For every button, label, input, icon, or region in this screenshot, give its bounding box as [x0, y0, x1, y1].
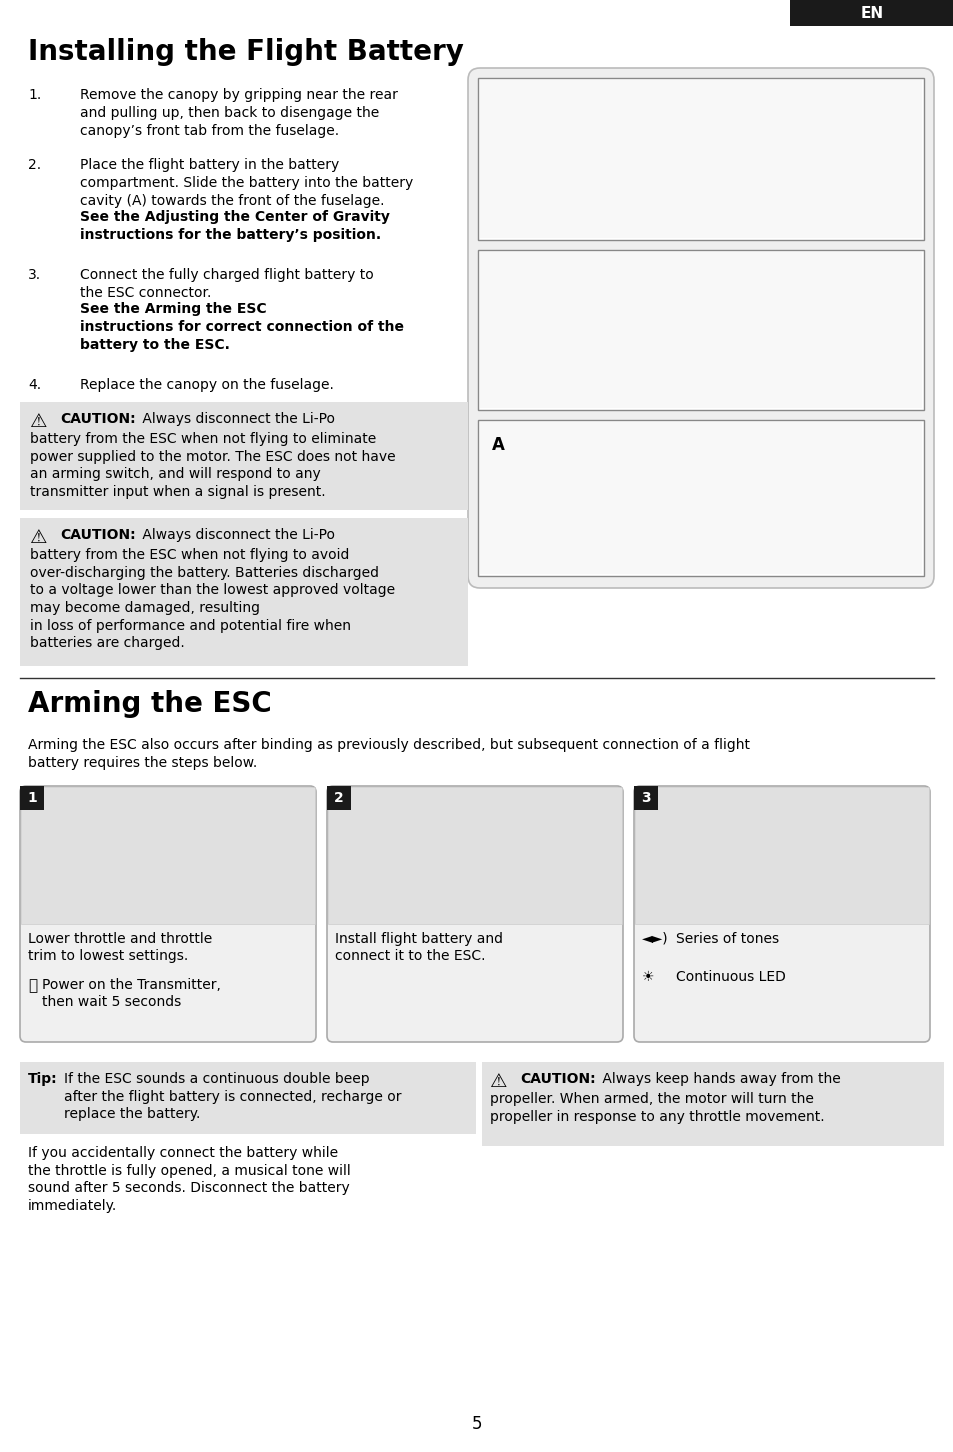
Bar	[328, 787, 621, 923]
Text: Place the flight battery in the battery
compartment. Slide the battery into the : Place the flight battery in the battery …	[80, 158, 413, 208]
Text: Series of tones: Series of tones	[676, 932, 779, 947]
Bar	[635, 787, 928, 923]
FancyBboxPatch shape	[468, 68, 933, 588]
Text: Continuous LED: Continuous LED	[676, 970, 785, 984]
Bar	[479, 423, 921, 574]
Text: CAUTION:: CAUTION:	[60, 529, 135, 542]
Text: CAUTION:: CAUTION:	[519, 1072, 595, 1086]
Text: Arming the ESC: Arming the ESC	[28, 690, 272, 717]
Text: 2.: 2.	[28, 158, 41, 171]
Text: Arming the ESC also occurs after binding as previously described, but subsequent: Arming the ESC also occurs after binding…	[28, 738, 749, 770]
Text: If you accidentally connect the battery while
the throttle is fully opened, a mu: If you accidentally connect the battery …	[28, 1146, 351, 1212]
Text: 1: 1	[27, 791, 37, 804]
Text: Connect the fully charged flight battery to
the ESC connector.: Connect the fully charged flight battery…	[80, 269, 374, 301]
Bar	[20, 1061, 476, 1134]
Text: Always disconnect the Li-Po: Always disconnect the Li-Po	[138, 412, 335, 425]
Text: 3: 3	[640, 791, 650, 804]
Text: 1.: 1.	[28, 89, 41, 102]
Text: EN: EN	[860, 6, 882, 20]
Bar	[477, 420, 923, 576]
FancyBboxPatch shape	[634, 786, 929, 1043]
Text: Installing the Flight Battery: Installing the Flight Battery	[28, 38, 463, 65]
Text: Always disconnect the Li-Po: Always disconnect the Li-Po	[138, 529, 335, 542]
Bar	[479, 80, 921, 238]
FancyBboxPatch shape	[20, 786, 315, 1043]
Bar	[20, 402, 468, 510]
Text: See the Adjusting the Center of Gravity
instructions for the battery’s position.: See the Adjusting the Center of Gravity …	[80, 211, 390, 242]
Text: ⚠: ⚠	[30, 412, 48, 431]
Text: A: A	[492, 436, 504, 454]
Text: 3.: 3.	[28, 269, 41, 282]
FancyBboxPatch shape	[327, 786, 622, 1043]
Text: ⚠: ⚠	[490, 1072, 507, 1090]
Bar	[477, 250, 923, 409]
Text: ☀: ☀	[641, 970, 654, 984]
Text: Lower throttle and throttle
trim to lowest settings.: Lower throttle and throttle trim to lowe…	[28, 932, 212, 963]
Bar	[789, 0, 953, 26]
Text: Power on the Transmitter,
then wait 5 seconds: Power on the Transmitter, then wait 5 se…	[42, 979, 221, 1009]
Bar	[634, 786, 658, 810]
Text: Remove the canopy by gripping near the rear
and pulling up, then back to disenga: Remove the canopy by gripping near the r…	[80, 89, 397, 138]
Text: ⤷: ⤷	[28, 979, 37, 993]
Text: ◄►): ◄►)	[641, 932, 668, 947]
Text: See the Arming the ESC
instructions for correct connection of the
battery to the: See the Arming the ESC instructions for …	[80, 302, 403, 351]
Text: CAUTION:: CAUTION:	[60, 412, 135, 425]
Bar	[327, 786, 351, 810]
Text: Always keep hands away from the: Always keep hands away from the	[598, 1072, 840, 1086]
Text: If the ESC sounds a continuous double beep
after the flight battery is connected: If the ESC sounds a continuous double be…	[64, 1072, 401, 1121]
Text: 2: 2	[334, 791, 343, 804]
Text: Tip:: Tip:	[28, 1072, 57, 1086]
Bar	[20, 786, 44, 810]
Text: Install flight battery and
connect it to the ESC.: Install flight battery and connect it to…	[335, 932, 502, 963]
Text: propeller. When armed, the motor will turn the
propeller in response to any thro: propeller. When armed, the motor will tu…	[490, 1092, 823, 1124]
Bar	[479, 253, 921, 408]
Bar	[20, 518, 468, 666]
Text: battery from the ESC when not flying to eliminate
power supplied to the motor. T: battery from the ESC when not flying to …	[30, 433, 395, 499]
Bar	[477, 78, 923, 240]
Text: 5: 5	[471, 1416, 482, 1433]
Text: 4.: 4.	[28, 378, 41, 392]
Text: battery from the ESC when not flying to avoid
over-discharging the battery. Batt: battery from the ESC when not flying to …	[30, 547, 395, 650]
Text: Replace the canopy on the fuselage.: Replace the canopy on the fuselage.	[80, 378, 334, 392]
Text: ⚠: ⚠	[30, 529, 48, 547]
Bar	[21, 787, 314, 923]
Bar	[481, 1061, 943, 1146]
